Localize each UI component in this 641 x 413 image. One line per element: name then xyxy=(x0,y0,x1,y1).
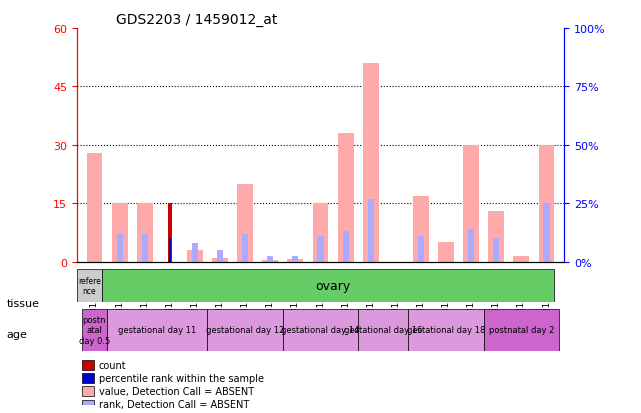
Text: rank, Detection Call = ABSENT: rank, Detection Call = ABSENT xyxy=(99,399,249,409)
Bar xyxy=(513,256,529,262)
Text: postnatal day 2: postnatal day 2 xyxy=(488,325,554,335)
Bar xyxy=(82,373,94,383)
Text: value, Detection Call = ABSENT: value, Detection Call = ABSENT xyxy=(99,386,254,396)
Bar xyxy=(538,145,554,262)
Text: percentile rank within the sample: percentile rank within the sample xyxy=(99,373,264,383)
Bar xyxy=(463,145,479,262)
Bar xyxy=(82,400,94,409)
Bar xyxy=(168,204,172,262)
Bar xyxy=(82,387,94,396)
Bar xyxy=(313,204,328,262)
Bar xyxy=(317,237,324,262)
Bar xyxy=(87,153,103,262)
Bar xyxy=(292,256,299,262)
Bar xyxy=(418,237,424,262)
Text: tissue: tissue xyxy=(6,299,39,309)
FancyBboxPatch shape xyxy=(102,269,554,302)
FancyBboxPatch shape xyxy=(107,309,208,351)
Text: count: count xyxy=(99,360,126,370)
Bar xyxy=(342,232,349,262)
Bar xyxy=(187,251,203,262)
Text: postn
atal
day 0.5: postn atal day 0.5 xyxy=(79,315,110,345)
FancyBboxPatch shape xyxy=(358,309,408,351)
Text: gestational day 18: gestational day 18 xyxy=(407,325,485,335)
Text: gestational day 12: gestational day 12 xyxy=(206,325,285,335)
Bar xyxy=(267,256,273,262)
Bar xyxy=(438,243,454,262)
Bar xyxy=(82,361,94,370)
Text: GDS2203 / 1459012_at: GDS2203 / 1459012_at xyxy=(116,12,278,26)
Text: gestational day 11: gestational day 11 xyxy=(118,325,196,335)
Bar xyxy=(368,199,374,262)
Text: gestational day 16: gestational day 16 xyxy=(344,325,422,335)
FancyBboxPatch shape xyxy=(408,309,484,351)
Bar xyxy=(488,211,504,262)
Bar xyxy=(493,239,499,262)
FancyBboxPatch shape xyxy=(208,309,283,351)
FancyBboxPatch shape xyxy=(283,309,358,351)
Bar xyxy=(169,239,171,262)
Bar xyxy=(142,234,148,262)
Bar xyxy=(137,204,153,262)
Bar xyxy=(413,196,429,262)
Bar xyxy=(242,234,248,262)
Bar xyxy=(468,230,474,262)
Bar xyxy=(212,258,228,262)
Bar xyxy=(544,204,549,262)
Bar xyxy=(338,134,354,262)
Bar xyxy=(262,260,278,262)
Text: age: age xyxy=(6,330,28,339)
Bar xyxy=(117,234,122,262)
Text: gestational day 14: gestational day 14 xyxy=(281,325,360,335)
Bar xyxy=(237,185,253,262)
Bar xyxy=(217,251,223,262)
FancyBboxPatch shape xyxy=(77,269,102,302)
Bar xyxy=(363,64,379,262)
Bar xyxy=(112,204,128,262)
FancyBboxPatch shape xyxy=(484,309,559,351)
Bar xyxy=(287,259,303,262)
Text: refere
nce: refere nce xyxy=(78,276,101,295)
FancyBboxPatch shape xyxy=(82,309,107,351)
Text: ovary: ovary xyxy=(315,279,350,292)
Bar xyxy=(192,244,198,262)
